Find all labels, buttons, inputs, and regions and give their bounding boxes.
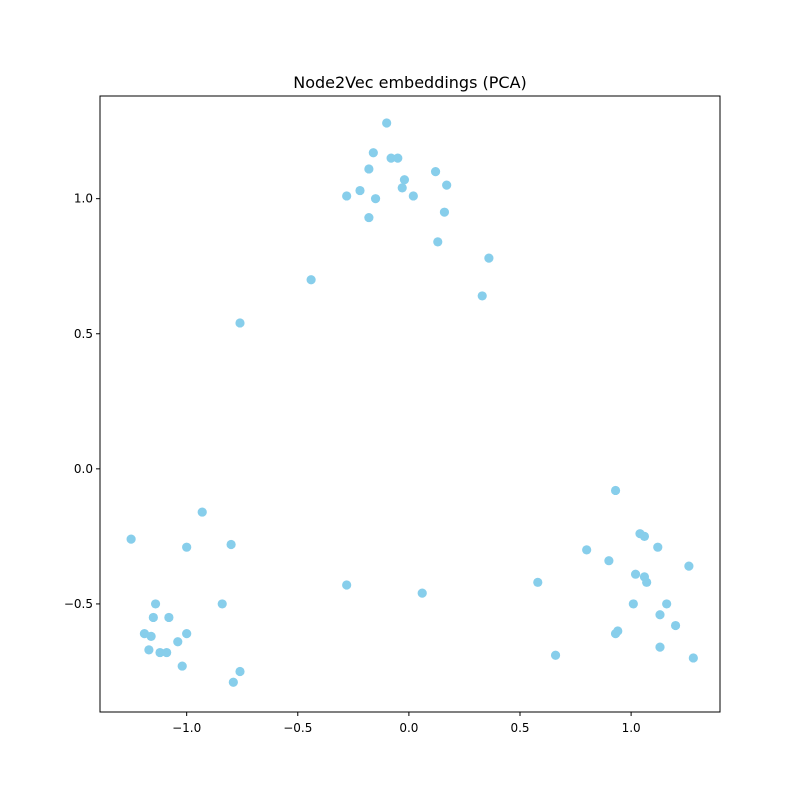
scatter-point: [177, 661, 187, 671]
scatter-point: [684, 561, 694, 571]
scatter-point: [655, 642, 665, 652]
x-tick-label: 1.0: [622, 721, 641, 735]
scatter-point: [148, 612, 158, 623]
x-tick-label: 0.0: [399, 721, 418, 735]
scatter-point: [604, 556, 614, 566]
scatter-point: [228, 677, 238, 687]
scatter-point: [688, 653, 698, 663]
scatter-point: [610, 485, 621, 496]
scatter-point: [164, 612, 174, 623]
scatter-point: [399, 175, 410, 185]
scatter-point: [306, 275, 316, 285]
scatter-point: [235, 318, 245, 328]
scatter-point: [355, 185, 365, 196]
scatter-point: [382, 118, 392, 128]
scatter-point: [662, 599, 672, 609]
scatter-point: [368, 148, 378, 158]
scatter-point: [197, 507, 207, 517]
scatter-point: [653, 542, 663, 552]
scatter-point: [655, 610, 665, 620]
scatter-point: [342, 580, 352, 590]
y-tick-label: 0.5: [74, 327, 93, 341]
scatter-point: [155, 647, 165, 658]
scatter-point: [533, 577, 543, 587]
scatter-point: [386, 153, 396, 163]
scatter-point: [217, 599, 227, 609]
scatter-point: [439, 207, 450, 217]
axis-ticks: −1.0 −0.5 0.0 0.5 1.0 −0.5 0.0 0.5 1.0: [64, 192, 641, 735]
axes-frame: [99, 95, 721, 713]
scatter-point: [342, 191, 352, 201]
y-tick-label: 1.0: [74, 192, 93, 206]
scatter-point: [364, 164, 374, 174]
scatter-point: [162, 647, 172, 658]
scatter-point: [146, 631, 156, 641]
scatter-point: [408, 191, 418, 201]
x-tick-label: −0.5: [283, 721, 312, 735]
scatter-point: [150, 599, 161, 609]
scatter-point: [364, 212, 374, 223]
scatter-point: [173, 637, 183, 647]
y-tick-label: −0.5: [64, 597, 93, 611]
scatter-point: [430, 167, 441, 177]
scatter-point: [628, 599, 638, 609]
x-tick-label: 0.5: [510, 721, 529, 735]
scatter-series: [126, 118, 698, 687]
scatter-point: [235, 666, 245, 677]
chart-title: Node2Vec embeddings (PCA): [293, 73, 527, 92]
scatter-point: [550, 650, 561, 660]
scatter-point: [393, 153, 403, 163]
scatter-point: [477, 291, 487, 301]
scatter-point: [144, 645, 154, 655]
scatter-point: [642, 577, 652, 587]
scatter-point: [639, 531, 650, 541]
y-tick-label: 0.0: [74, 462, 93, 476]
plot-area: −1.0 −0.5 0.0 0.5 1.0 −0.5 0.0 0.5 1.0: [64, 95, 721, 735]
scatter-point: [417, 588, 427, 598]
scatter-point: [126, 534, 136, 544]
scatter-point: [397, 183, 407, 193]
scatter-point: [630, 569, 641, 579]
scatter-point: [182, 629, 192, 639]
scatter-point: [433, 237, 443, 247]
scatter-point: [226, 539, 236, 550]
scatter-point: [670, 620, 681, 631]
scatter-point: [370, 194, 381, 204]
scatter-point: [582, 545, 592, 555]
scatter-point: [442, 180, 452, 190]
scatter-point: [484, 253, 494, 263]
scatter-point: [610, 629, 621, 639]
scatter-point: [182, 542, 192, 552]
x-tick-label: −1.0: [172, 721, 201, 735]
